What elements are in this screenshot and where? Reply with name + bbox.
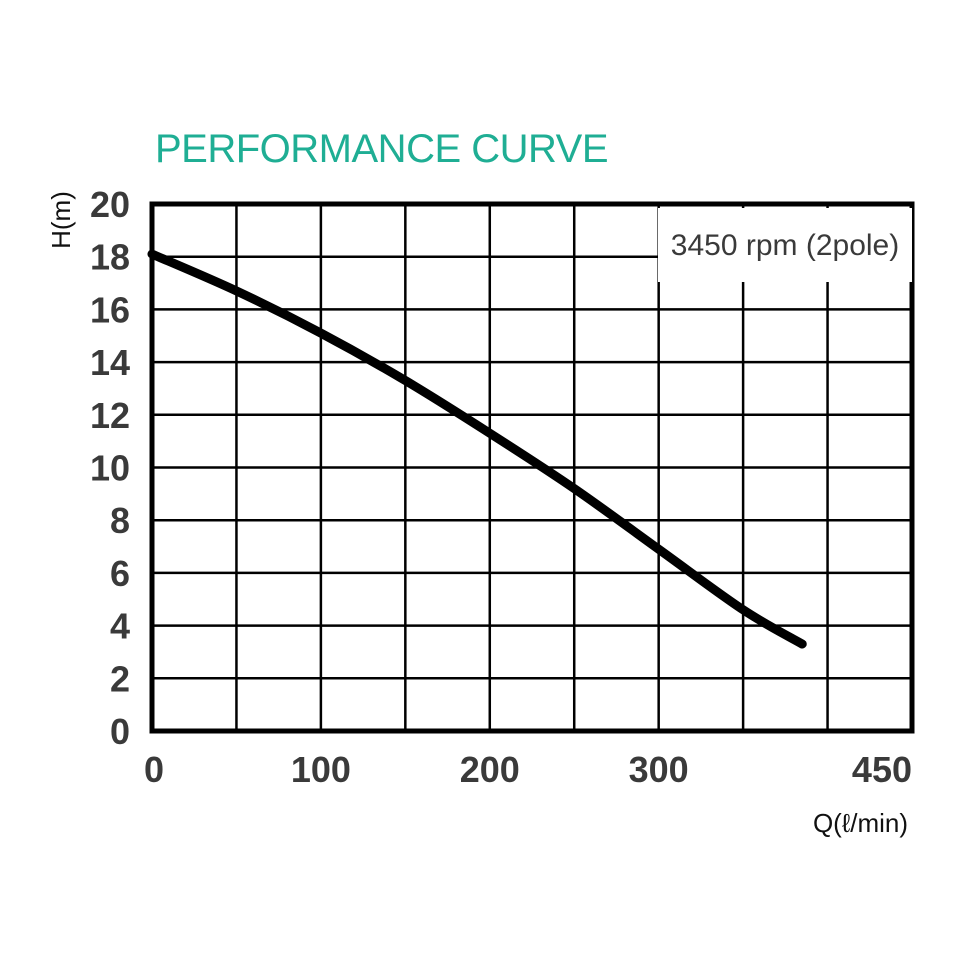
y-tick-label: 4 [110, 606, 130, 647]
y-tick-label: 8 [110, 500, 130, 541]
rpm-annotation: 3450 rpm (2pole) [671, 229, 899, 262]
x-tick-label: 300 [629, 749, 689, 790]
y-tick-label: 12 [90, 395, 130, 436]
y-tick-label: 10 [90, 448, 130, 489]
x-tick-labels: 0 100 200 300 450 [144, 749, 912, 790]
y-tick-label: 6 [110, 553, 130, 594]
y-tick-labels: 0 2 4 6 8 10 12 14 16 18 20 [90, 184, 130, 752]
chart-title: PERFORMANCE CURVE [155, 127, 608, 171]
y-tick-label: 18 [90, 237, 130, 278]
y-tick-label: 2 [110, 658, 130, 699]
y-tick-label: 16 [90, 289, 130, 330]
x-tick-label: 200 [460, 749, 520, 790]
y-tick-label: 20 [90, 184, 130, 225]
y-tick-label: 14 [90, 342, 130, 383]
performance-curve-line [147, 249, 807, 649]
annotation-background [658, 208, 912, 282]
x-axis-label: Q(ℓ/min) [813, 808, 908, 838]
plot-frame [149, 201, 915, 734]
y-tick-label: 0 [110, 711, 130, 752]
x-tick-label: 450 [852, 749, 912, 790]
y-axis-label: H(m) [46, 191, 76, 249]
x-tick-label: 100 [291, 749, 351, 790]
x-tick-label: 0 [144, 749, 164, 790]
grid [149, 201, 915, 734]
series-layer [147, 249, 807, 649]
